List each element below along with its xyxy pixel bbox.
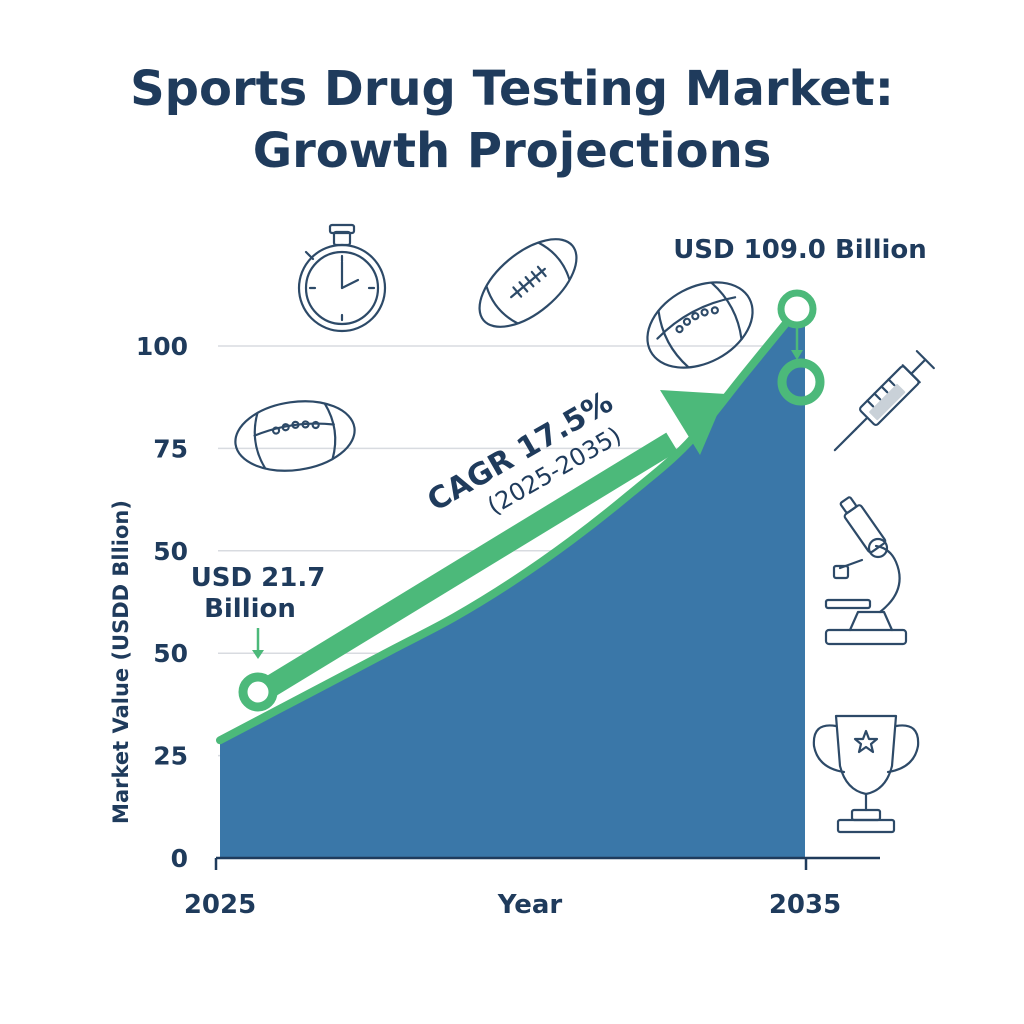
title-line-1: Sports Drug Testing Market:	[130, 61, 894, 117]
football-icon	[478, 238, 578, 328]
end-pointer-arrow	[791, 328, 803, 360]
y-tick-label: 50	[153, 537, 188, 566]
end-legend-marker	[777, 289, 817, 329]
start-pointer-arrow	[252, 628, 264, 659]
x-axis-label: Year	[497, 890, 563, 920]
syringe-icon	[833, 350, 935, 452]
y-tick-label: 25	[153, 742, 188, 771]
football-icon	[646, 281, 754, 369]
cagr-arrow-shaft	[262, 432, 678, 698]
y-tick-label: 0	[171, 844, 188, 873]
area-series	[220, 299, 805, 858]
y-axis-label: Market Value (USDD Bllion)	[109, 500, 133, 824]
x-tick-label: 2025	[184, 890, 256, 920]
cagr-arrow-head	[660, 390, 726, 455]
end-marker	[777, 358, 825, 406]
chart-title: Sports Drug Testing Market: Growth Proje…	[0, 58, 1024, 182]
stopwatch-icon	[297, 223, 387, 333]
microscope-icon	[824, 496, 908, 646]
axes	[214, 856, 880, 870]
y-tick-label: 50	[153, 639, 188, 668]
start-value-label-line2: Billion	[204, 594, 296, 624]
y-tick-labels: 0 25 50 50 75 100	[136, 332, 188, 873]
cagr-arrow	[262, 390, 726, 698]
x-tick-label: 2035	[769, 890, 841, 920]
y-tick-label: 75	[153, 434, 188, 463]
end-value-label: USD 109.0 Billion	[673, 235, 927, 265]
start-value-label-line1: USD 21.7	[191, 563, 326, 593]
trophy-icon	[812, 714, 920, 834]
football-icon	[234, 400, 356, 472]
y-tick-label: 100	[136, 332, 188, 361]
title-line-2: Growth Projections	[252, 123, 772, 179]
start-marker	[238, 672, 278, 712]
